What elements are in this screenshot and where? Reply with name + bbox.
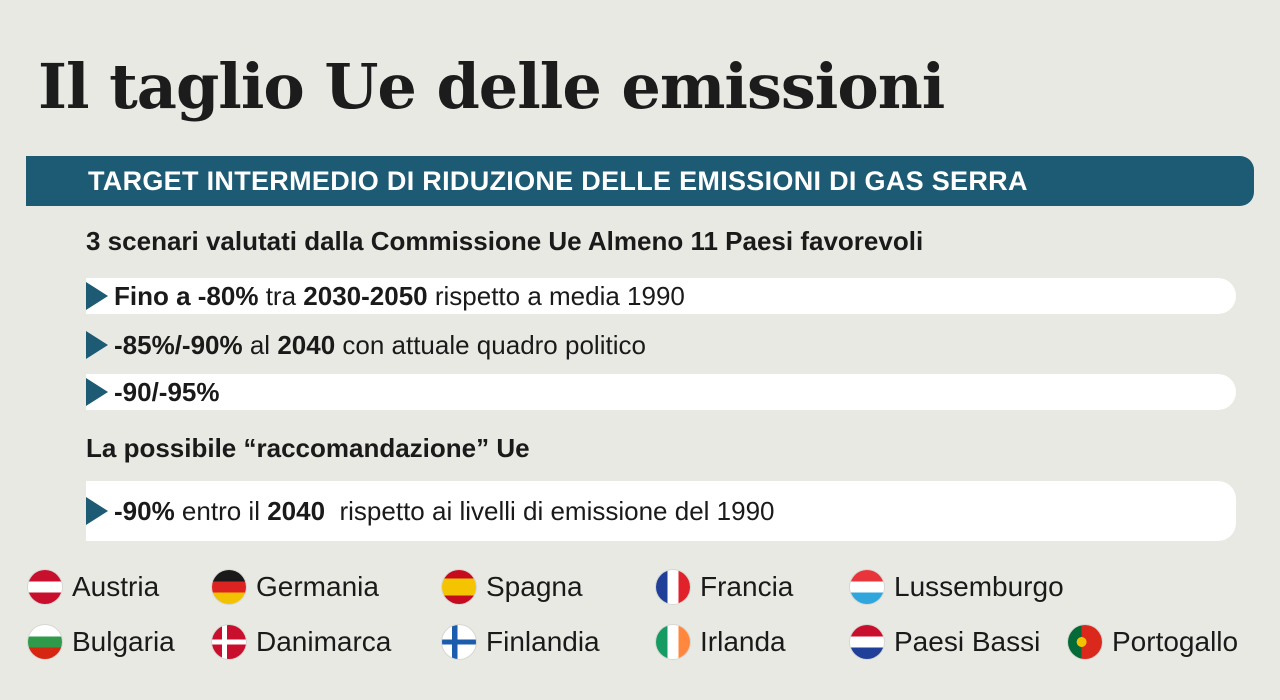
triangle-bullet-icon — [86, 497, 108, 525]
scenario-value: -85%/-90% — [114, 329, 243, 360]
scenario-text: tra — [258, 280, 304, 311]
country-netherlands: Paesi Bassi — [850, 625, 1040, 659]
triangle-bullet-icon — [86, 331, 108, 359]
scenario-item: -85%/-90% al 2040 con attuale quadro pol… — [86, 327, 646, 363]
scenario-year: 2040 — [277, 329, 336, 360]
scenario-row-background-1 — [86, 278, 1236, 314]
recommendation-value: -90% — [114, 495, 175, 526]
country-name: Austria — [72, 571, 160, 602]
scenario-item: -90/-95% — [86, 374, 220, 410]
country-germany: Germania — [212, 570, 379, 604]
country-luxembourg: Lussemburgo — [850, 570, 1064, 604]
recommendation-text: rispetto ai livelli di emissione del 199… — [325, 495, 775, 526]
ireland-flag-icon — [656, 625, 690, 659]
country-ireland: Irlanda — [656, 625, 786, 659]
country-portugal: Portogallo — [1068, 625, 1238, 659]
finland-flag-icon — [442, 625, 476, 659]
france-flag-icon — [656, 570, 690, 604]
country-finland: Finlandia — [442, 625, 600, 659]
country-name: Bulgaria — [72, 626, 175, 657]
country-name: Francia — [700, 571, 794, 602]
recommendation-row-background — [86, 481, 1236, 541]
country-name: Germania — [256, 571, 379, 602]
scenario-item: Fino a -80% tra 2030-2050 rispetto a med… — [86, 278, 685, 314]
scenarios-heading: 3 scenari valutati dalla Commissione Ue … — [86, 226, 924, 256]
scenario-text: rispetto a media 1990 — [427, 280, 685, 311]
recommendation-text: entro il — [174, 495, 268, 526]
austria-flag-icon — [28, 570, 62, 604]
country-bulgaria: Bulgaria — [28, 625, 175, 659]
scenario-text: con attuale quadro politico — [335, 329, 646, 360]
denmark-flag-icon — [212, 625, 246, 659]
scenario-value: -90/-95% — [114, 376, 220, 407]
luxembourg-flag-icon — [850, 570, 884, 604]
country-austria: Austria — [28, 570, 159, 604]
country-name: Finlandia — [486, 626, 600, 657]
recommendation-year: 2040 — [267, 495, 326, 526]
country-name: Portogallo — [1112, 626, 1239, 657]
spain-flag-icon — [442, 570, 476, 604]
country-name: Danimarca — [256, 626, 392, 657]
country-name: Irlanda — [700, 626, 786, 657]
country-france: Francia — [656, 570, 793, 604]
scenario-value: Fino a -80% — [114, 280, 259, 311]
netherlands-flag-icon — [850, 625, 884, 659]
country-spain: Spagna — [442, 570, 583, 604]
country-name: Spagna — [486, 571, 583, 602]
page-title: Il taglio Ue delle emissioni — [38, 50, 945, 123]
triangle-bullet-icon — [86, 378, 108, 406]
country-denmark: Danimarca — [212, 625, 391, 659]
banner-text: TARGET INTERMEDIO DI RIDUZIONE DELLE EMI… — [88, 166, 1028, 196]
country-name: Paesi Bassi — [894, 626, 1041, 657]
scenario-year: 2030-2050 — [303, 280, 428, 311]
scenario-text: al — [242, 329, 278, 360]
section-banner: TARGET INTERMEDIO DI RIDUZIONE DELLE EMI… — [26, 156, 1254, 206]
scenario-row-background-3 — [86, 374, 1236, 410]
portugal-flag-icon — [1068, 625, 1102, 659]
germany-flag-icon — [212, 570, 246, 604]
recommendation-item: -90% entro il 2040 rispetto ai livelli d… — [86, 493, 775, 529]
recommendation-heading: La possibile “raccomandazione” Ue — [86, 433, 530, 463]
bulgaria-flag-icon — [28, 625, 62, 659]
country-name: Lussemburgo — [894, 571, 1064, 602]
triangle-bullet-icon — [86, 282, 108, 310]
